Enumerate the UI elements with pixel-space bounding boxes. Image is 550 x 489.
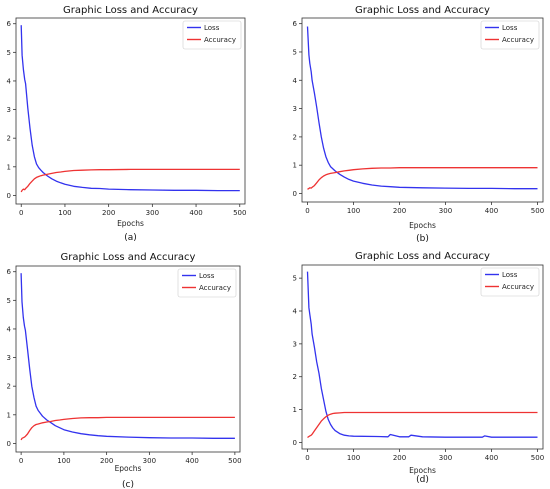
y-tick-label: 0 (293, 439, 297, 447)
x-axis-label: Epochs (409, 221, 436, 230)
y-tick-label: 0 (7, 440, 11, 448)
x-tick-label: 300 (439, 207, 452, 215)
chart-title: Graphic Loss and Accuracy (355, 251, 490, 262)
y-tick-label: 3 (7, 354, 11, 362)
x-tick-label: 100 (347, 454, 360, 462)
x-tick-label: 200 (393, 207, 406, 215)
x-tick-label: 400 (485, 207, 498, 215)
chart-title: Graphic Loss and Accuracy (63, 5, 198, 16)
y-tick-label: 3 (7, 106, 11, 114)
series-line-accuracy (20, 168, 240, 193)
legend-label-accuracy: Accuracy (502, 283, 534, 291)
y-tick-label: 5 (293, 48, 297, 56)
x-axis-label: Epochs (117, 219, 144, 228)
x-tick-label: 200 (102, 209, 115, 217)
y-tick-label: 2 (293, 133, 297, 141)
chart-title: Graphic Loss and Accuracy (61, 252, 196, 263)
series-line-loss (306, 26, 538, 190)
legend-label-accuracy: Accuracy (502, 36, 534, 44)
plot-frame (15, 17, 246, 205)
y-tick-label: 1 (7, 411, 11, 419)
panel-caption: (c) (122, 480, 134, 489)
x-tick-label: 400 (485, 454, 498, 462)
chart-title: Graphic Loss and Accuracy (355, 5, 490, 16)
y-tick-label: 5 (293, 275, 297, 283)
x-tick-label: 500 (531, 454, 544, 462)
y-tick-label: 5 (7, 49, 11, 57)
series-line-accuracy (307, 411, 538, 439)
y-tick-label: 0 (293, 190, 297, 198)
series-line-accuracy (20, 416, 235, 441)
x-tick-label: 500 (531, 207, 544, 215)
legend-label-loss: Loss (199, 272, 215, 280)
y-tick-label: 2 (7, 135, 11, 143)
y-tick-label: 6 (7, 20, 12, 28)
series-line-loss (20, 273, 235, 439)
x-tick-label: 200 (393, 454, 406, 462)
y-tick-label: 5 (7, 297, 11, 305)
y-tick-label: 0 (7, 192, 11, 200)
y-tick-label: 2 (7, 383, 11, 391)
panel-caption: (d) (416, 475, 429, 485)
plot-frame (301, 17, 544, 203)
x-tick-label: 300 (146, 209, 159, 217)
y-tick-label: 6 (293, 20, 298, 28)
x-tick-label: 300 (439, 454, 452, 462)
y-tick-label: 4 (293, 308, 298, 316)
y-tick-label: 4 (293, 77, 298, 85)
x-tick-label: 400 (189, 209, 202, 217)
series-line-accuracy (307, 167, 538, 190)
y-tick-label: 1 (293, 406, 297, 414)
legend-label-loss: Loss (502, 271, 518, 279)
y-tick-label: 4 (7, 77, 12, 85)
plot-frame (15, 265, 241, 453)
x-axis-label: Epochs (409, 466, 436, 475)
legend-label-accuracy: Accuracy (204, 36, 236, 44)
x-axis-label: Epochs (115, 464, 142, 473)
x-tick-label: 0 (305, 454, 309, 462)
x-tick-label: 100 (57, 457, 70, 465)
y-tick-label: 2 (293, 373, 297, 381)
x-tick-label: 400 (185, 457, 198, 465)
x-tick-label: 100 (58, 209, 71, 217)
y-tick-label: 1 (7, 163, 11, 171)
x-tick-label: 500 (233, 209, 246, 217)
panel-caption: (a) (124, 233, 137, 243)
y-tick-label: 4 (7, 325, 12, 333)
x-tick-label: 100 (347, 207, 360, 215)
series-line-loss (306, 271, 538, 438)
y-tick-label: 6 (7, 268, 12, 276)
panel-caption: (b) (416, 234, 429, 244)
x-tick-label: 0 (19, 209, 23, 217)
y-tick-label: 3 (293, 340, 297, 348)
y-tick-label: 1 (293, 162, 297, 170)
series-line-loss (20, 25, 240, 192)
legend-label-accuracy: Accuracy (199, 284, 231, 292)
legend-label-loss: Loss (204, 24, 220, 32)
x-tick-label: 200 (100, 457, 113, 465)
x-tick-label: 0 (305, 207, 309, 215)
y-tick-label: 3 (293, 105, 297, 113)
legend-label-loss: Loss (502, 24, 518, 32)
x-tick-label: 500 (228, 457, 241, 465)
x-tick-label: 0 (19, 457, 23, 465)
plot-frame (301, 264, 544, 450)
x-tick-label: 300 (143, 457, 156, 465)
